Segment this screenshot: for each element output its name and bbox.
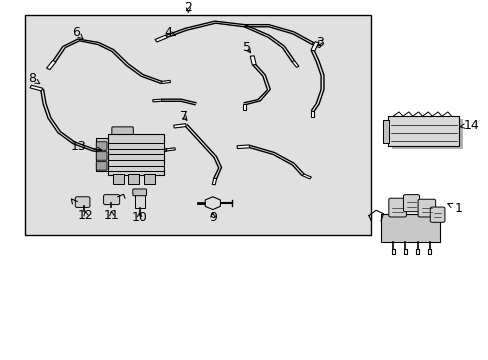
Polygon shape xyxy=(152,99,162,102)
Text: 8: 8 xyxy=(28,72,40,85)
Polygon shape xyxy=(415,249,418,253)
FancyBboxPatch shape xyxy=(417,199,435,217)
Text: 11: 11 xyxy=(104,209,120,222)
FancyBboxPatch shape xyxy=(388,198,406,217)
Bar xyxy=(391,119,462,149)
FancyBboxPatch shape xyxy=(96,152,107,160)
FancyBboxPatch shape xyxy=(96,162,107,170)
FancyBboxPatch shape xyxy=(133,189,146,196)
Bar xyxy=(113,174,123,184)
Bar xyxy=(380,214,439,242)
Text: 5: 5 xyxy=(243,41,250,54)
Polygon shape xyxy=(30,85,43,91)
Bar xyxy=(128,174,139,184)
FancyBboxPatch shape xyxy=(403,195,419,212)
Text: 13: 13 xyxy=(70,140,102,153)
Polygon shape xyxy=(250,56,256,65)
Bar xyxy=(387,116,458,147)
Polygon shape xyxy=(46,60,56,69)
Bar xyxy=(108,134,163,175)
Text: 9: 9 xyxy=(208,211,216,224)
FancyBboxPatch shape xyxy=(96,142,107,150)
FancyBboxPatch shape xyxy=(103,195,120,204)
Polygon shape xyxy=(173,124,186,128)
Bar xyxy=(144,174,155,184)
Text: 14: 14 xyxy=(459,118,479,132)
Text: 10: 10 xyxy=(131,211,147,224)
FancyBboxPatch shape xyxy=(429,207,444,222)
Bar xyxy=(96,138,109,171)
Polygon shape xyxy=(243,104,245,110)
Text: 7: 7 xyxy=(179,110,187,123)
Text: 6: 6 xyxy=(72,26,83,39)
Polygon shape xyxy=(166,148,175,151)
Polygon shape xyxy=(310,42,318,51)
Text: 1: 1 xyxy=(447,202,461,215)
Text: 12: 12 xyxy=(78,209,94,222)
Polygon shape xyxy=(311,111,314,117)
Text: 2: 2 xyxy=(184,1,192,14)
Polygon shape xyxy=(391,249,394,253)
Polygon shape xyxy=(302,174,311,179)
Bar xyxy=(25,15,370,235)
Polygon shape xyxy=(311,42,321,48)
Text: 3: 3 xyxy=(316,36,324,49)
Text: 4: 4 xyxy=(163,26,175,39)
Bar xyxy=(383,120,388,143)
Polygon shape xyxy=(403,249,407,253)
Polygon shape xyxy=(161,80,170,84)
FancyBboxPatch shape xyxy=(112,127,133,135)
Polygon shape xyxy=(155,35,167,42)
Bar xyxy=(135,194,144,208)
Polygon shape xyxy=(427,249,430,253)
Polygon shape xyxy=(237,145,249,149)
FancyBboxPatch shape xyxy=(75,197,90,207)
Polygon shape xyxy=(212,178,216,185)
Polygon shape xyxy=(291,61,298,67)
